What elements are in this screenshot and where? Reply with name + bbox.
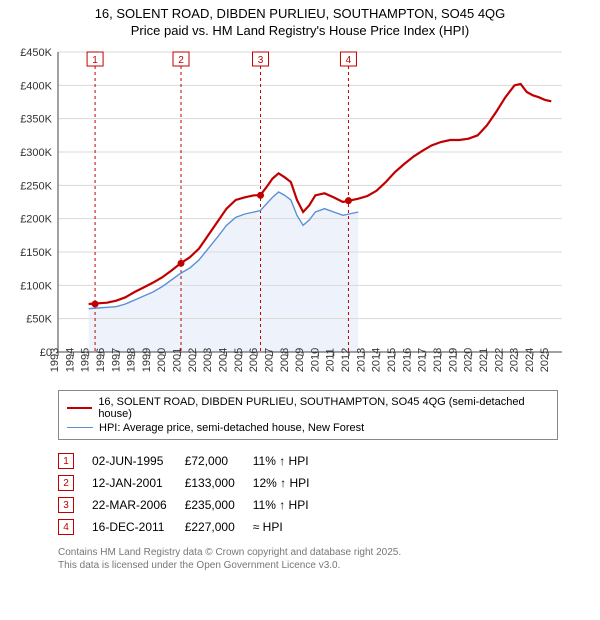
x-tick-label: 2018 bbox=[432, 348, 444, 372]
y-tick-label: £450K bbox=[20, 47, 52, 59]
title-line2: Price paid vs. HM Land Registry's House … bbox=[10, 23, 590, 40]
x-tick-label: 2014 bbox=[371, 348, 383, 372]
x-tick-label: 2023 bbox=[509, 348, 521, 372]
x-tick-label: 2006 bbox=[248, 348, 260, 372]
marker-price: £235,000 bbox=[185, 494, 253, 516]
marker-delta: 11% ↑ HPI bbox=[253, 494, 328, 516]
x-tick-label: 2009 bbox=[294, 348, 306, 372]
marker-badge: 1 bbox=[58, 453, 74, 469]
x-tick-label: 2020 bbox=[463, 348, 475, 372]
footnote-line1: Contains HM Land Registry data © Crown c… bbox=[58, 546, 590, 559]
y-tick-label: £200K bbox=[20, 213, 52, 225]
x-tick-label: 2015 bbox=[386, 348, 398, 372]
y-tick-label: £250K bbox=[20, 180, 52, 192]
x-tick-label: 2000 bbox=[156, 348, 168, 372]
x-tick-label: 2022 bbox=[493, 348, 505, 372]
x-tick-label: 1996 bbox=[95, 348, 107, 372]
sale-point bbox=[345, 197, 352, 204]
x-tick-label: 1993 bbox=[49, 348, 61, 372]
x-tick-label: 2024 bbox=[524, 348, 536, 372]
marker-badge-label: 4 bbox=[346, 55, 352, 66]
marker-date: 02-JUN-1995 bbox=[92, 450, 185, 472]
x-tick-label: 2001 bbox=[172, 348, 184, 372]
marker-badge: 4 bbox=[58, 519, 74, 535]
marker-delta: 11% ↑ HPI bbox=[253, 450, 328, 472]
x-tick-label: 2002 bbox=[187, 348, 199, 372]
marker-badge-label: 1 bbox=[92, 55, 98, 66]
x-tick-label: 1997 bbox=[110, 348, 122, 372]
x-tick-label: 2025 bbox=[539, 348, 551, 372]
x-tick-label: 1998 bbox=[126, 348, 138, 372]
y-tick-label: £50K bbox=[26, 313, 52, 325]
sale-point bbox=[92, 300, 99, 307]
y-tick-label: £350K bbox=[20, 113, 52, 125]
legend: 16, SOLENT ROAD, DIBDEN PURLIEU, SOUTHAM… bbox=[58, 390, 558, 440]
footnote: Contains HM Land Registry data © Crown c… bbox=[58, 546, 590, 572]
x-tick-label: 2007 bbox=[263, 348, 275, 372]
x-tick-label: 2010 bbox=[309, 348, 321, 372]
legend-swatch bbox=[67, 407, 92, 409]
y-tick-label: £400K bbox=[20, 80, 52, 92]
marker-badge: 3 bbox=[58, 497, 74, 513]
marker-price: £72,000 bbox=[185, 450, 253, 472]
chart-svg: £0£50K£100K£150K£200K£250K£300K£350K£400… bbox=[10, 44, 570, 384]
legend-item-price-paid: 16, SOLENT ROAD, DIBDEN PURLIEU, SOUTHAM… bbox=[67, 395, 549, 421]
marker-date: 12-JAN-2001 bbox=[92, 472, 185, 494]
marker-row: 1 02-JUN-1995£72,00011% ↑ HPI bbox=[58, 450, 327, 472]
x-tick-label: 2019 bbox=[447, 348, 459, 372]
sale-point bbox=[257, 192, 264, 199]
x-tick-label: 2005 bbox=[233, 348, 245, 372]
marker-badge-label: 3 bbox=[258, 55, 264, 66]
x-tick-label: 2021 bbox=[478, 348, 490, 372]
marker-table: 1 02-JUN-1995£72,00011% ↑ HPI 2 12-JAN-2001… bbox=[58, 450, 327, 538]
marker-date: 16-DEC-2011 bbox=[92, 516, 185, 538]
x-tick-label: 2012 bbox=[340, 348, 352, 372]
marker-row: 4 16-DEC-2011£227,000≈ HPI bbox=[58, 516, 327, 538]
marker-badge-label: 2 bbox=[178, 55, 184, 66]
marker-row: 2 12-JAN-2001£133,00012% ↑ HPI bbox=[58, 472, 327, 494]
legend-swatch bbox=[67, 427, 93, 428]
chart-title: 16, SOLENT ROAD, DIBDEN PURLIEU, SOUTHAM… bbox=[10, 6, 590, 40]
x-tick-label: 2016 bbox=[401, 348, 413, 372]
legend-item-hpi: HPI: Average price, semi-detached house,… bbox=[67, 421, 549, 435]
x-tick-label: 2004 bbox=[218, 348, 230, 372]
x-tick-label: 1994 bbox=[64, 348, 76, 372]
marker-delta: 12% ↑ HPI bbox=[253, 472, 328, 494]
marker-price: £133,000 bbox=[185, 472, 253, 494]
x-tick-label: 1995 bbox=[80, 348, 92, 372]
marker-price: £227,000 bbox=[185, 516, 253, 538]
legend-label: HPI: Average price, semi-detached house,… bbox=[99, 422, 364, 434]
y-tick-label: £100K bbox=[20, 280, 52, 292]
price-chart: £0£50K£100K£150K£200K£250K£300K£350K£400… bbox=[10, 44, 590, 384]
legend-label: 16, SOLENT ROAD, DIBDEN PURLIEU, SOUTHAM… bbox=[98, 396, 549, 420]
marker-row: 3 22-MAR-2006£235,00011% ↑ HPI bbox=[58, 494, 327, 516]
marker-date: 22-MAR-2006 bbox=[92, 494, 185, 516]
x-tick-label: 2013 bbox=[355, 348, 367, 372]
y-tick-label: £150K bbox=[20, 247, 52, 259]
marker-delta: ≈ HPI bbox=[253, 516, 328, 538]
marker-badge: 2 bbox=[58, 475, 74, 491]
y-tick-label: £300K bbox=[20, 147, 52, 159]
x-tick-label: 1999 bbox=[141, 348, 153, 372]
sale-point bbox=[178, 260, 185, 267]
hpi-band bbox=[89, 192, 359, 352]
x-tick-label: 2008 bbox=[279, 348, 291, 372]
x-tick-label: 2017 bbox=[417, 348, 429, 372]
footnote-line2: This data is licensed under the Open Gov… bbox=[58, 559, 590, 572]
title-line1: 16, SOLENT ROAD, DIBDEN PURLIEU, SOUTHAM… bbox=[10, 6, 590, 23]
x-tick-label: 2003 bbox=[202, 348, 214, 372]
